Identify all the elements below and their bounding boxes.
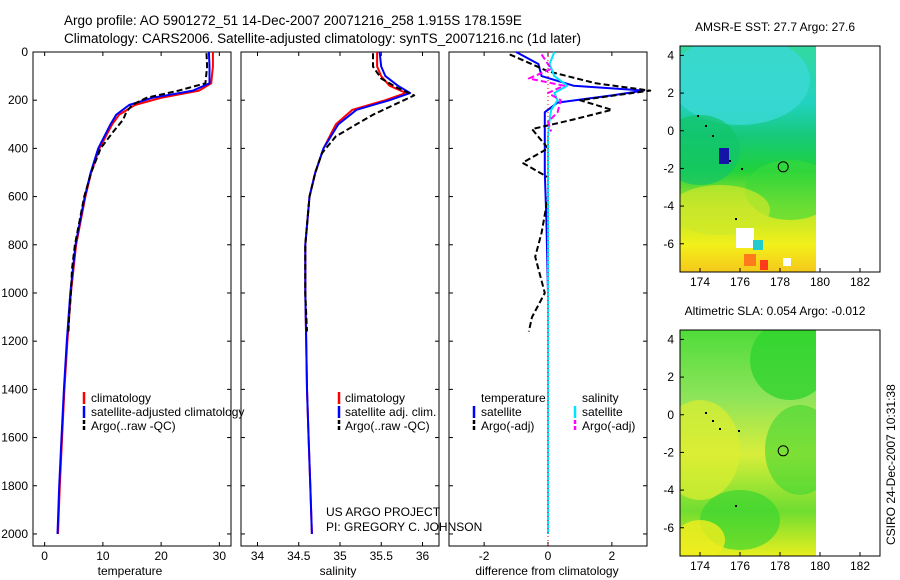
legend-label-temp-satellite: satellite (481, 405, 522, 419)
map-y-tick-label: 0 (667, 124, 674, 138)
depth-tick-label: 1000 (1, 286, 28, 300)
map-y-tick-label: 4 (667, 332, 674, 346)
pi-credit: PI: GREGORY C. JOHNSON (326, 520, 482, 534)
map-y-tick-label: 2 (667, 370, 674, 384)
x-tick-label: 36 (416, 549, 430, 563)
salinity-legend: climatology satellite adj. clim. Argo(..… (337, 391, 436, 433)
legend-label-satellite: satellite-adjusted climatology (91, 405, 244, 419)
sla-argo-location-marker (777, 445, 789, 457)
x-tick-label: 34 (251, 549, 265, 563)
temperature-series (56, 51, 214, 535)
legend-label-argo: Argo(..raw -QC) (91, 419, 176, 433)
temperature-x-ticks: 0 10 20 30 (41, 52, 226, 563)
sst-argo-location-marker (777, 161, 789, 173)
legend-title-temperature: temperature (481, 391, 546, 405)
temperature-legend: climatology satellite-adjusted climatolo… (82, 391, 244, 433)
legend-label-satellite: satellite adj. clim. (345, 405, 436, 419)
sla-map-title: Altimetric SLA: 0.054 Argo: -0.012 (685, 304, 866, 318)
map-y-tick-label: -2 (663, 445, 674, 459)
salinity-xlabel: salinity (320, 564, 357, 578)
header-line-1: Argo profile: AO 5901272_51 14-Dec-2007 … (64, 13, 522, 28)
x-tick-label: 10 (96, 549, 110, 563)
map-x-tick-label: 182 (850, 275, 870, 289)
map-y-tick-label: -4 (663, 483, 674, 497)
series-line-climatology (57, 52, 214, 535)
x-tick-label: -2 (479, 549, 490, 563)
legend-label-argo: Argo(..raw -QC) (345, 419, 430, 433)
salinity-x-ticks: 34 34.5 35 35.5 36 (251, 52, 430, 563)
difference-xlabel: difference from climatology (475, 564, 618, 578)
temperature-axes (32, 51, 232, 547)
depth-ticks: 0 200 400 600 800 1000 1200 1400 1600 1800 2000 (1, 45, 647, 541)
sst-map: 174 176 178 180 182 4 2 0 -2 -4 -6 (663, 45, 881, 289)
cold-anomaly (719, 148, 729, 164)
x-tick-label: 30 (213, 549, 227, 563)
series-line-salinity-satellite (547, 51, 569, 534)
depth-tick-label: 1400 (1, 382, 28, 396)
sst-map-title: AMSR-E SST: 27.7 Argo: 27.6 (695, 20, 855, 34)
series-line-satellite-adjusted-climatology (56, 51, 211, 535)
timestamp: CSIRO 24-Dec-2007 10:31:38 (884, 384, 898, 545)
sst-patches (680, 46, 816, 270)
sla-patches (680, 330, 816, 556)
depth-tick-label: 2000 (1, 527, 28, 541)
difference-series (509, 51, 652, 534)
sst-ticks: 174 176 178 180 182 4 2 0 -2 -4 -6 (663, 48, 870, 289)
difference-legend: temperature satellite Argo(-adj) salinit… (472, 391, 635, 433)
map-x-tick-label: 180 (810, 559, 830, 573)
map-x-tick-label: 174 (690, 559, 710, 573)
x-tick-label: 0 (41, 549, 48, 563)
depth-tick-label: 1600 (1, 431, 28, 445)
x-tick-label: 35.5 (370, 549, 394, 563)
x-tick-label: 34.5 (287, 549, 311, 563)
legend-label-climatology: climatology (91, 391, 151, 405)
map-x-tick-label: 174 (690, 275, 710, 289)
legend-label-sal-argo: Argo(-adj) (582, 419, 635, 433)
depth-tick-label: 1200 (1, 334, 28, 348)
map-x-tick-label: 176 (730, 275, 750, 289)
depth-tick-label: 400 (8, 141, 28, 155)
map-x-tick-label: 178 (770, 275, 790, 289)
map-y-tick-label: -2 (663, 161, 674, 175)
map-y-tick-label: -6 (663, 521, 674, 535)
map-x-tick-label: 176 (730, 559, 750, 573)
series-line-argo-raw-qc (67, 53, 209, 332)
depth-tick-label: 1800 (1, 479, 28, 493)
x-tick-label: 2 (609, 549, 616, 563)
salinity-axes (240, 51, 440, 547)
map-y-tick-label: 0 (667, 408, 674, 422)
legend-label-sal-satellite: satellite (582, 405, 623, 419)
sla-ticks: 174 176 178 180 182 4 2 0 -2 -4 -6 (663, 332, 870, 573)
depth-tick-label: 0 (21, 45, 28, 59)
missing-data-patch (736, 228, 754, 248)
project-credit: US ARGO PROJECT (326, 505, 441, 519)
x-tick-label: 35 (333, 549, 347, 563)
depth-tick-label: 600 (8, 190, 28, 204)
map-y-tick-label: 2 (667, 86, 674, 100)
legend-title-salinity: salinity (582, 391, 619, 405)
salinity-series (304, 51, 416, 535)
header-line-2: Climatology: CARS2006. Satellite-adjuste… (64, 31, 581, 46)
map-y-tick-label: -4 (663, 199, 674, 213)
map-x-tick-label: 180 (810, 275, 830, 289)
series-line-salinity-argo-adj (527, 53, 565, 132)
map-x-tick-label: 182 (850, 559, 870, 573)
depth-tick-label: 200 (8, 93, 28, 107)
difference-x-ticks: -2 0 2 (479, 52, 616, 563)
temperature-xlabel: temperature (98, 564, 163, 578)
x-tick-label: 0 (545, 549, 552, 563)
series-line-argo-raw-qc (304, 53, 416, 332)
x-tick-label: 20 (154, 549, 168, 563)
sla-map: 174 176 178 180 182 4 2 0 -2 -4 -6 (663, 329, 881, 573)
map-y-tick-label: -6 (663, 237, 674, 251)
map-x-tick-label: 178 (770, 559, 790, 573)
map-y-tick-label: 4 (667, 48, 674, 62)
legend-label-climatology: climatology (345, 391, 405, 405)
series-line-temperature-argo-adj (509, 53, 652, 332)
series-line-temperature-satellite (515, 51, 645, 534)
depth-tick-label: 800 (8, 238, 28, 252)
legend-label-temp-argo: Argo(-adj) (481, 419, 534, 433)
